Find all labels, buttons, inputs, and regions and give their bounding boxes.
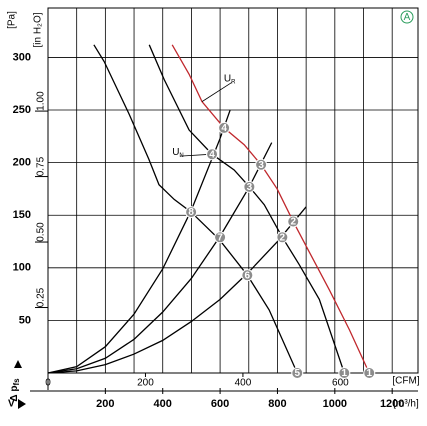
y-tick-label: 200 [13,157,31,169]
point-label: 2 [280,232,286,243]
x2-axis-label: [CFM] [392,376,419,387]
curve-label-main: U [224,73,231,84]
x2-tick-label: 400 [235,378,252,389]
y2-axis-label: [in H₂O] [33,12,44,47]
x-tick-label: 1000 [323,398,347,410]
point-label: 3 [258,160,264,171]
point-label: 1 [342,368,348,379]
point-label: 8 [188,207,194,218]
curve-label: UN [172,147,184,159]
curve [171,44,370,374]
point-label: 4 [221,123,227,134]
x-arrow [18,399,26,409]
x-tick-label: 200 [96,398,114,410]
x2-tick-label: 200 [137,378,154,389]
operating-point [291,367,304,379]
point-label: 1 [366,368,372,379]
operating-point [241,269,254,282]
x-tick-label: 800 [268,398,286,410]
operating-point [214,231,227,244]
curve-label-sub: N [179,153,183,159]
curve [47,142,273,374]
y-tick-label: 300 [13,51,31,63]
curve [93,44,298,374]
point-label: 6 [245,270,251,281]
operating-point [185,206,198,219]
operating-point [255,158,268,171]
y-arrow [14,360,22,368]
operating-point [287,215,300,228]
point-label: 3 [247,182,253,193]
operating-point [363,367,376,379]
x-axis-label: [m³/h] [393,399,419,410]
y-tick-label: 100 [13,262,31,274]
curve [47,206,307,374]
curve-label: UR [224,73,236,85]
badge [400,10,414,24]
operating-point [338,367,351,379]
y2-tick-label: 0.75 [36,156,47,176]
y-tick-label: 50 [19,314,31,326]
x-symbol: V̇ [8,397,15,409]
y2-tick-label: 1.00 [36,91,47,111]
plot-frame [47,7,419,374]
y-tick-label: 150 [13,209,31,221]
curve-label-main: U [172,147,179,158]
x2-tick-label: 600 [332,378,349,389]
y2-tick-label: 0.50 [36,222,47,242]
point-label: 7 [217,232,223,243]
y-tick-label: 250 [13,104,31,116]
badge-text: A [404,12,411,23]
y-symbol: Δ pfs [9,378,21,402]
leader-line [201,82,233,102]
y-axis-label: [Pa] [7,11,18,29]
operating-point [243,180,256,193]
x-tick-label: 400 [154,398,172,410]
point-label: 5 [294,368,300,379]
curve-label-sub: R [231,79,236,85]
operating-point [206,148,219,161]
point-label: 4 [209,149,215,160]
x2-tick-label: 0 [45,378,51,389]
operating-point [276,231,289,244]
x-tick-label: 1200 [380,398,404,410]
operating-point [218,121,231,134]
x-tick-label: 600 [211,398,229,410]
point-label: 2 [290,217,296,228]
y2-tick-label: 0.25 [36,287,47,307]
